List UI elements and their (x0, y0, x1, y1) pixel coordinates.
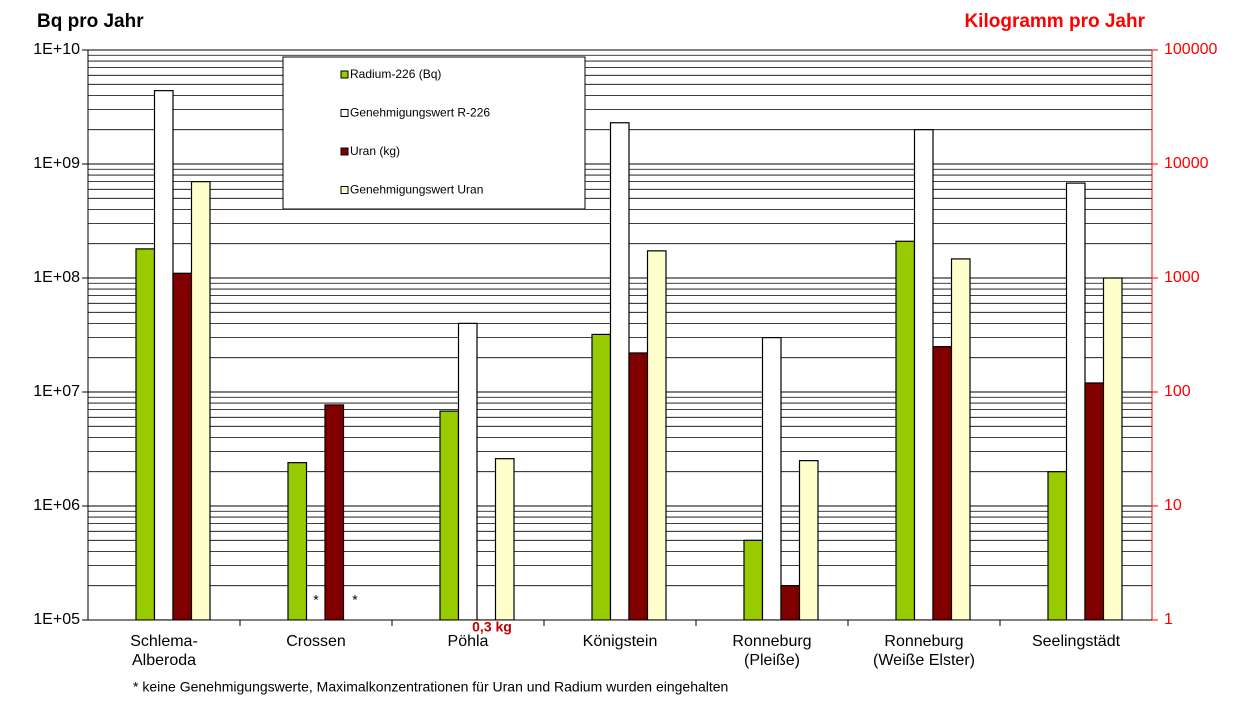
y-tick-label: 1E+05 (33, 611, 80, 628)
bar (1047, 471, 1068, 620)
bar (439, 410, 460, 620)
annotation: * (313, 592, 319, 608)
y-tick-label: 1E+07 (33, 383, 80, 400)
bar (494, 458, 515, 620)
bar (798, 460, 819, 620)
x-tick-label: Crossen (286, 633, 346, 650)
bar (913, 129, 934, 620)
y2-axis-title: Kilogramm pro Jahr (964, 11, 1145, 32)
y2-tick-label: 10 (1164, 497, 1182, 514)
y2-tick-label: 100000 (1164, 41, 1217, 58)
x-tick-label: Pöhla (447, 633, 489, 650)
legend-label: Uran (kg) (350, 144, 400, 158)
bar (287, 462, 308, 620)
y2-tick-label: 1 (1164, 611, 1173, 628)
bar (135, 248, 156, 620)
bar (761, 337, 782, 620)
legend-swatch (340, 70, 349, 79)
legend-box (282, 56, 586, 210)
footnote: * keine Genehmigungswerte, Maximalkonzen… (133, 679, 728, 695)
y-tick-label: 1E+10 (33, 41, 80, 58)
y-axis-title: Bq pro Jahr (37, 11, 144, 32)
x-tick-label: Schlema- Alberoda (130, 633, 198, 669)
bars (135, 90, 1123, 620)
legend-swatch (340, 109, 349, 117)
bar (932, 346, 953, 620)
x-tick-label: Ronneburg (Weiße Elster) (873, 633, 975, 669)
y-tick-label: 1E+09 (33, 155, 80, 172)
annotation: * (352, 592, 358, 608)
y-tick-label: 1E+06 (33, 497, 80, 514)
x-tick-label: Königstein (582, 633, 658, 650)
y-tick-label: 1E+08 (33, 269, 80, 286)
bar (1084, 382, 1105, 620)
bar (190, 181, 211, 620)
bar (646, 250, 667, 620)
bar (1065, 182, 1086, 620)
bar (609, 122, 630, 620)
y2-tick-label: 100 (1164, 383, 1191, 400)
bar (153, 90, 174, 620)
legend-label: Genehmigungswert Uran (350, 183, 483, 197)
bar (457, 322, 478, 620)
annotation: 0,3 kg (472, 619, 512, 635)
bar (1102, 277, 1123, 620)
y2-tick-label: 10000 (1164, 155, 1209, 172)
bar (591, 333, 612, 620)
bar (324, 404, 345, 620)
bar (628, 352, 649, 620)
y2-tick-label: 1000 (1164, 269, 1200, 286)
legend-label: Radium-226 (Bq) (350, 67, 441, 81)
x-tick-label: Ronneburg (Pleiße) (732, 633, 812, 669)
bar (780, 585, 801, 620)
legend-swatch (340, 186, 349, 194)
bar (172, 272, 193, 620)
bar (743, 539, 764, 620)
x-tick-label: Seelingstädt (1031, 633, 1121, 650)
legend-swatch (340, 147, 349, 156)
legend-label: Genehmigungswert R-226 (350, 106, 490, 120)
bar (895, 240, 916, 620)
bar (950, 258, 971, 620)
